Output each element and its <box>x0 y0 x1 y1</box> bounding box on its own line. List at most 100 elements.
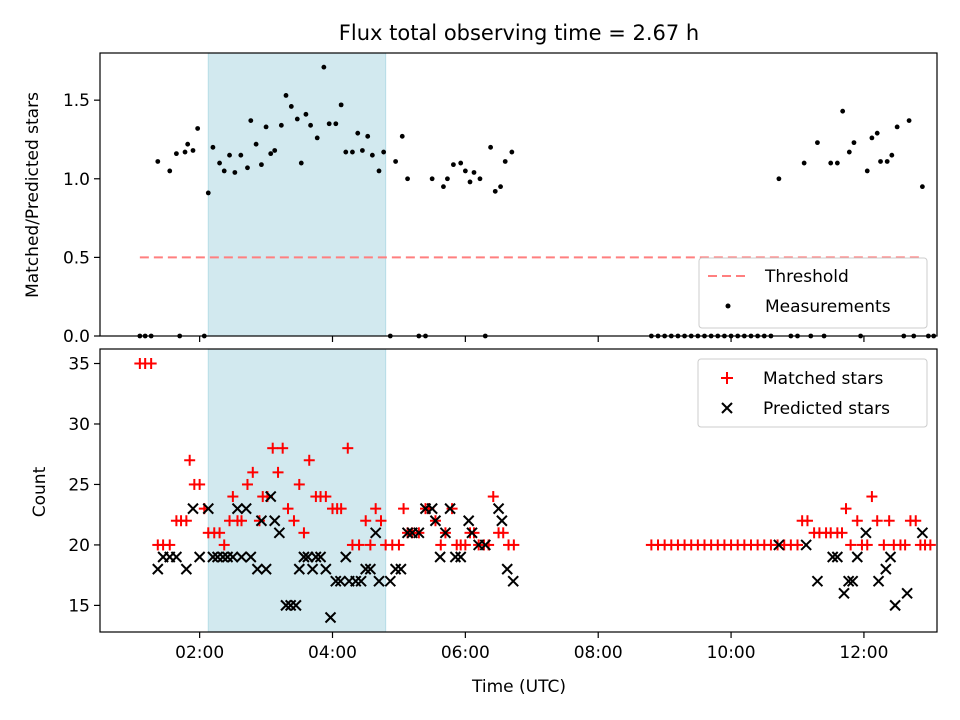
threshold-legend-label: Threshold <box>764 267 849 287</box>
x-tick-label: 12:00 <box>839 643 888 663</box>
ratio-legend: Threshold Measurements <box>698 257 928 329</box>
measurement-point <box>502 159 508 164</box>
matched-star-point <box>272 466 284 478</box>
predicted-star-point <box>298 551 310 563</box>
matched-star-point <box>247 466 259 478</box>
predicted-star-point <box>245 551 257 563</box>
measurement-point <box>462 168 468 174</box>
measurement-point <box>190 148 196 153</box>
measurement-point <box>889 152 895 158</box>
measurement-point <box>776 176 782 182</box>
predicted-star-point <box>860 527 872 539</box>
matched-star-point <box>446 503 458 515</box>
measurement-point <box>919 184 925 190</box>
predicted-star-point <box>180 563 193 575</box>
y-tick-label: 15 <box>68 596 90 616</box>
matched-star-point <box>364 539 376 551</box>
measurement-point <box>834 160 840 166</box>
y-tick-label: 0.0 <box>63 327 90 347</box>
measurement-point <box>498 184 503 190</box>
matched-star-point <box>214 527 226 539</box>
matched-star-point <box>792 539 803 551</box>
matched-star-point <box>924 539 936 551</box>
measurement-point <box>294 116 300 122</box>
predicted-star-point <box>831 551 844 563</box>
predicted-star-point <box>293 563 305 575</box>
measurement-point <box>840 108 846 114</box>
measurement-point <box>906 118 912 124</box>
predicted-star-point <box>360 563 372 575</box>
predicted-star-point <box>355 575 367 587</box>
measurement-point <box>878 159 883 164</box>
measurement-point <box>359 148 365 153</box>
predicted-star-point <box>152 563 164 575</box>
measurements-legend-swatch <box>725 303 731 309</box>
matched-legend-swatch <box>721 372 733 384</box>
matched-star-point <box>267 442 279 454</box>
predicted-star-point <box>306 563 319 575</box>
measurement-point <box>217 160 222 166</box>
predicted-star-point <box>280 599 292 612</box>
measurement-point <box>238 152 244 158</box>
predicted-legend-label: Predicted stars <box>763 399 890 419</box>
count-panel: 15 20 25 30 35 02:00 04:00 06:00 08:00 10:00 12:00… <box>30 348 938 697</box>
predicted-star-point <box>492 502 505 515</box>
predicted-star-point <box>314 551 327 563</box>
measurement-point <box>894 124 900 130</box>
measurement-point <box>399 133 405 139</box>
predicted-star-point <box>455 551 467 563</box>
predicted-star-point <box>330 575 342 587</box>
measurement-point <box>441 184 446 190</box>
y-tick-label: 1.5 <box>63 91 90 111</box>
measurement-point <box>221 168 227 174</box>
measurement-point <box>815 140 820 146</box>
measurement-point <box>253 141 259 147</box>
predicted-star-point <box>340 551 352 563</box>
measurement-point <box>405 176 410 182</box>
measurement-point <box>458 160 464 166</box>
predicted-star-point <box>235 551 248 563</box>
matched-star-point <box>910 515 922 527</box>
predicted-star-point <box>334 575 347 587</box>
matched-star-point <box>398 503 410 515</box>
predicted-star-point <box>217 551 229 563</box>
count-plot-frame <box>99 348 938 633</box>
matched-star-point <box>866 491 878 503</box>
predicted-star-point <box>255 515 268 527</box>
measurement-point <box>451 162 456 168</box>
y-tick-label: 25 <box>68 475 90 495</box>
x-axis-label: Time (UTC) <box>471 677 566 697</box>
matched-star-point <box>335 503 347 515</box>
matched-star-point <box>861 539 873 551</box>
measurement-point <box>283 93 289 98</box>
measurement-point <box>314 135 320 141</box>
matched-star-point <box>298 527 310 539</box>
matched-star-point <box>487 491 499 503</box>
count-highlight-span <box>207 348 387 633</box>
predicted-star-point <box>466 527 478 539</box>
measurement-point <box>874 130 880 136</box>
measurement-point <box>846 149 852 155</box>
matched-star-point <box>871 515 883 527</box>
matched-star-points <box>134 358 936 551</box>
measurement-point <box>365 133 371 139</box>
matched-star-point <box>836 527 848 539</box>
matched-star-point <box>194 478 206 490</box>
measurement-point <box>288 104 294 109</box>
predicted-star-point <box>501 563 513 575</box>
measurement-point <box>338 102 344 108</box>
predicted-star-point <box>265 490 277 503</box>
x-tick-label: 04:00 <box>308 643 357 663</box>
ratio-y-axis-label: Matched/Predicted stars <box>23 92 43 298</box>
predicted-star-points <box>152 490 929 624</box>
predicted-star-point <box>395 563 407 575</box>
measurement-point <box>268 151 274 157</box>
measurement-point <box>393 159 399 164</box>
predicted-star-point <box>251 563 264 575</box>
matched-star-point <box>360 515 372 527</box>
count-axis-ticks: 15 20 25 30 35 02:00 04:00 06:00 08:00 10:00 12:00 <box>68 355 888 663</box>
predicted-star-point <box>901 587 913 600</box>
predicted-star-point <box>462 515 475 527</box>
measurement-point <box>263 124 269 130</box>
matched-star-point <box>227 491 239 503</box>
